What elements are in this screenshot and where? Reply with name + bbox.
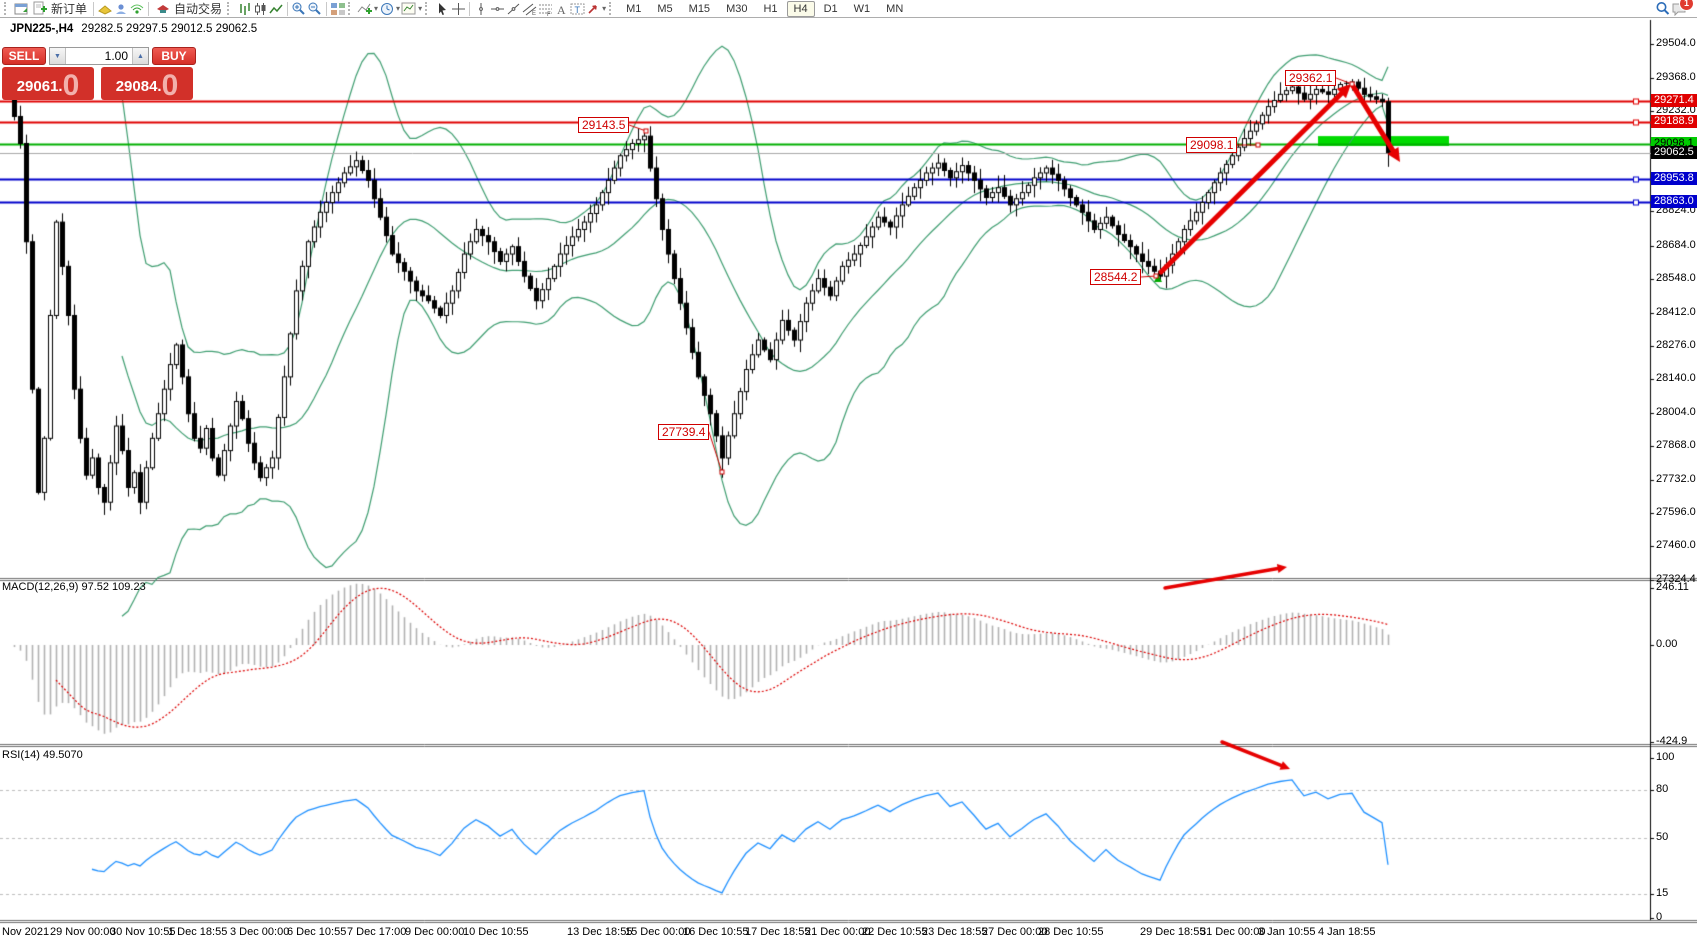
svg-text:A: A	[557, 3, 566, 16]
timeframe-m30[interactable]: M30	[726, 2, 748, 15]
fibonacci-icon[interactable]: F	[537, 1, 553, 17]
periods-clock-icon[interactable]	[379, 1, 395, 17]
bar-chart-icon[interactable]	[236, 1, 252, 17]
chart-window-icon[interactable]	[13, 1, 29, 17]
timeframe-w1[interactable]: W1	[853, 2, 871, 15]
sell-price-point: .	[58, 78, 63, 95]
cursor-icon[interactable]	[434, 1, 450, 17]
new-order-button[interactable]: 新订单	[29, 0, 90, 18]
auto-trading-label: 自动交易	[174, 2, 223, 16]
horizontal-line-icon[interactable]	[489, 1, 505, 17]
buy-price-pip: 0	[161, 69, 179, 102]
toolbar-grip	[425, 2, 431, 15]
volume-up-button[interactable]: ▲	[132, 48, 148, 64]
sell-price-pip: 0	[62, 69, 80, 102]
arrows-dropdown[interactable]: ▾	[602, 4, 607, 13]
trendline-icon[interactable]	[505, 1, 521, 17]
vertical-line-icon[interactable]	[473, 1, 489, 17]
sell-button[interactable]: SELL	[2, 47, 46, 65]
candlestick-chart-icon[interactable]	[252, 1, 268, 17]
sell-price-box[interactable]: 29061. 0	[2, 67, 94, 102]
crosshair-icon[interactable]	[450, 1, 466, 17]
ea-hat-icon	[155, 1, 171, 17]
zoom-out-icon[interactable]	[307, 1, 323, 17]
svg-text:E: E	[532, 11, 536, 16]
timeframe-h4[interactable]: H4	[786, 0, 815, 17]
svg-text:T: T	[574, 5, 580, 15]
indicators-dropdown[interactable]: ▾	[374, 4, 379, 13]
periods-dropdown[interactable]: ▾	[396, 4, 401, 13]
buy-price-box[interactable]: 29084. 0	[101, 67, 193, 102]
notification-badge: 1	[1679, 0, 1694, 11]
toolbar-grip	[227, 2, 233, 15]
text-icon[interactable]: A	[553, 1, 569, 17]
volume-down-button[interactable]: ▼	[50, 48, 66, 64]
timeframe-m1[interactable]: M1	[626, 2, 642, 15]
symbol-ohlc: 29282.5 29297.5 29012.5 29062.5	[81, 23, 258, 35]
signals-icon[interactable]	[129, 1, 145, 17]
timeframe-m15[interactable]: M15	[688, 2, 711, 15]
history-icon[interactable]	[97, 1, 113, 17]
indicators-icon[interactable]	[357, 1, 373, 17]
templates-icon[interactable]	[401, 1, 417, 17]
toolbar-grip	[348, 2, 354, 15]
timeframe-m5[interactable]: M5	[657, 2, 673, 15]
tile-windows-icon[interactable]	[330, 1, 346, 17]
timeframe-h1[interactable]: H1	[763, 2, 778, 15]
timeframe-mn[interactable]: MN	[886, 2, 904, 15]
svg-text:F: F	[547, 12, 551, 16]
symbol-title: JPN225-,H4	[10, 23, 74, 35]
timeframe-d1[interactable]: D1	[823, 2, 838, 15]
main-toolbar: 新订单 自动交易 ▾ ▾ ▾	[0, 0, 1697, 18]
notifications-icon[interactable]: 1	[1671, 0, 1694, 17]
new-order-icon	[32, 1, 48, 17]
buy-button[interactable]: BUY	[152, 47, 196, 65]
zoom-in-icon[interactable]	[291, 1, 307, 17]
community-icon[interactable]	[113, 1, 129, 17]
auto-trading-button[interactable]: 自动交易	[152, 0, 225, 18]
templates-dropdown[interactable]: ▾	[418, 4, 423, 13]
buy-price-point: .	[157, 78, 162, 95]
toolbar-grip	[609, 2, 615, 15]
symbol-info: JPN225-,H4 29282.5 29297.5 29012.5 29062.…	[10, 23, 257, 35]
toolbar-grip	[4, 2, 10, 15]
buy-price: 29084	[115, 78, 158, 95]
sell-price: 29061	[16, 78, 59, 95]
timeframe-bar: M1 M5 M15 M30 H1 H4 D1 W1 MN	[618, 0, 911, 17]
text-label-icon[interactable]: T	[569, 1, 585, 17]
search-icon[interactable]	[1655, 1, 1671, 17]
new-order-label: 新订单	[51, 2, 88, 16]
line-chart-icon[interactable]	[268, 1, 284, 17]
one-click-trade-panel: SELL ▼ ▲ BUY 29061.0 29084.0	[2, 47, 196, 102]
volume-stepper: ▼ ▲	[49, 47, 149, 65]
channel-icon[interactable]: E	[521, 1, 537, 17]
arrows-tool-icon[interactable]	[585, 1, 601, 17]
volume-input[interactable]	[66, 48, 132, 64]
